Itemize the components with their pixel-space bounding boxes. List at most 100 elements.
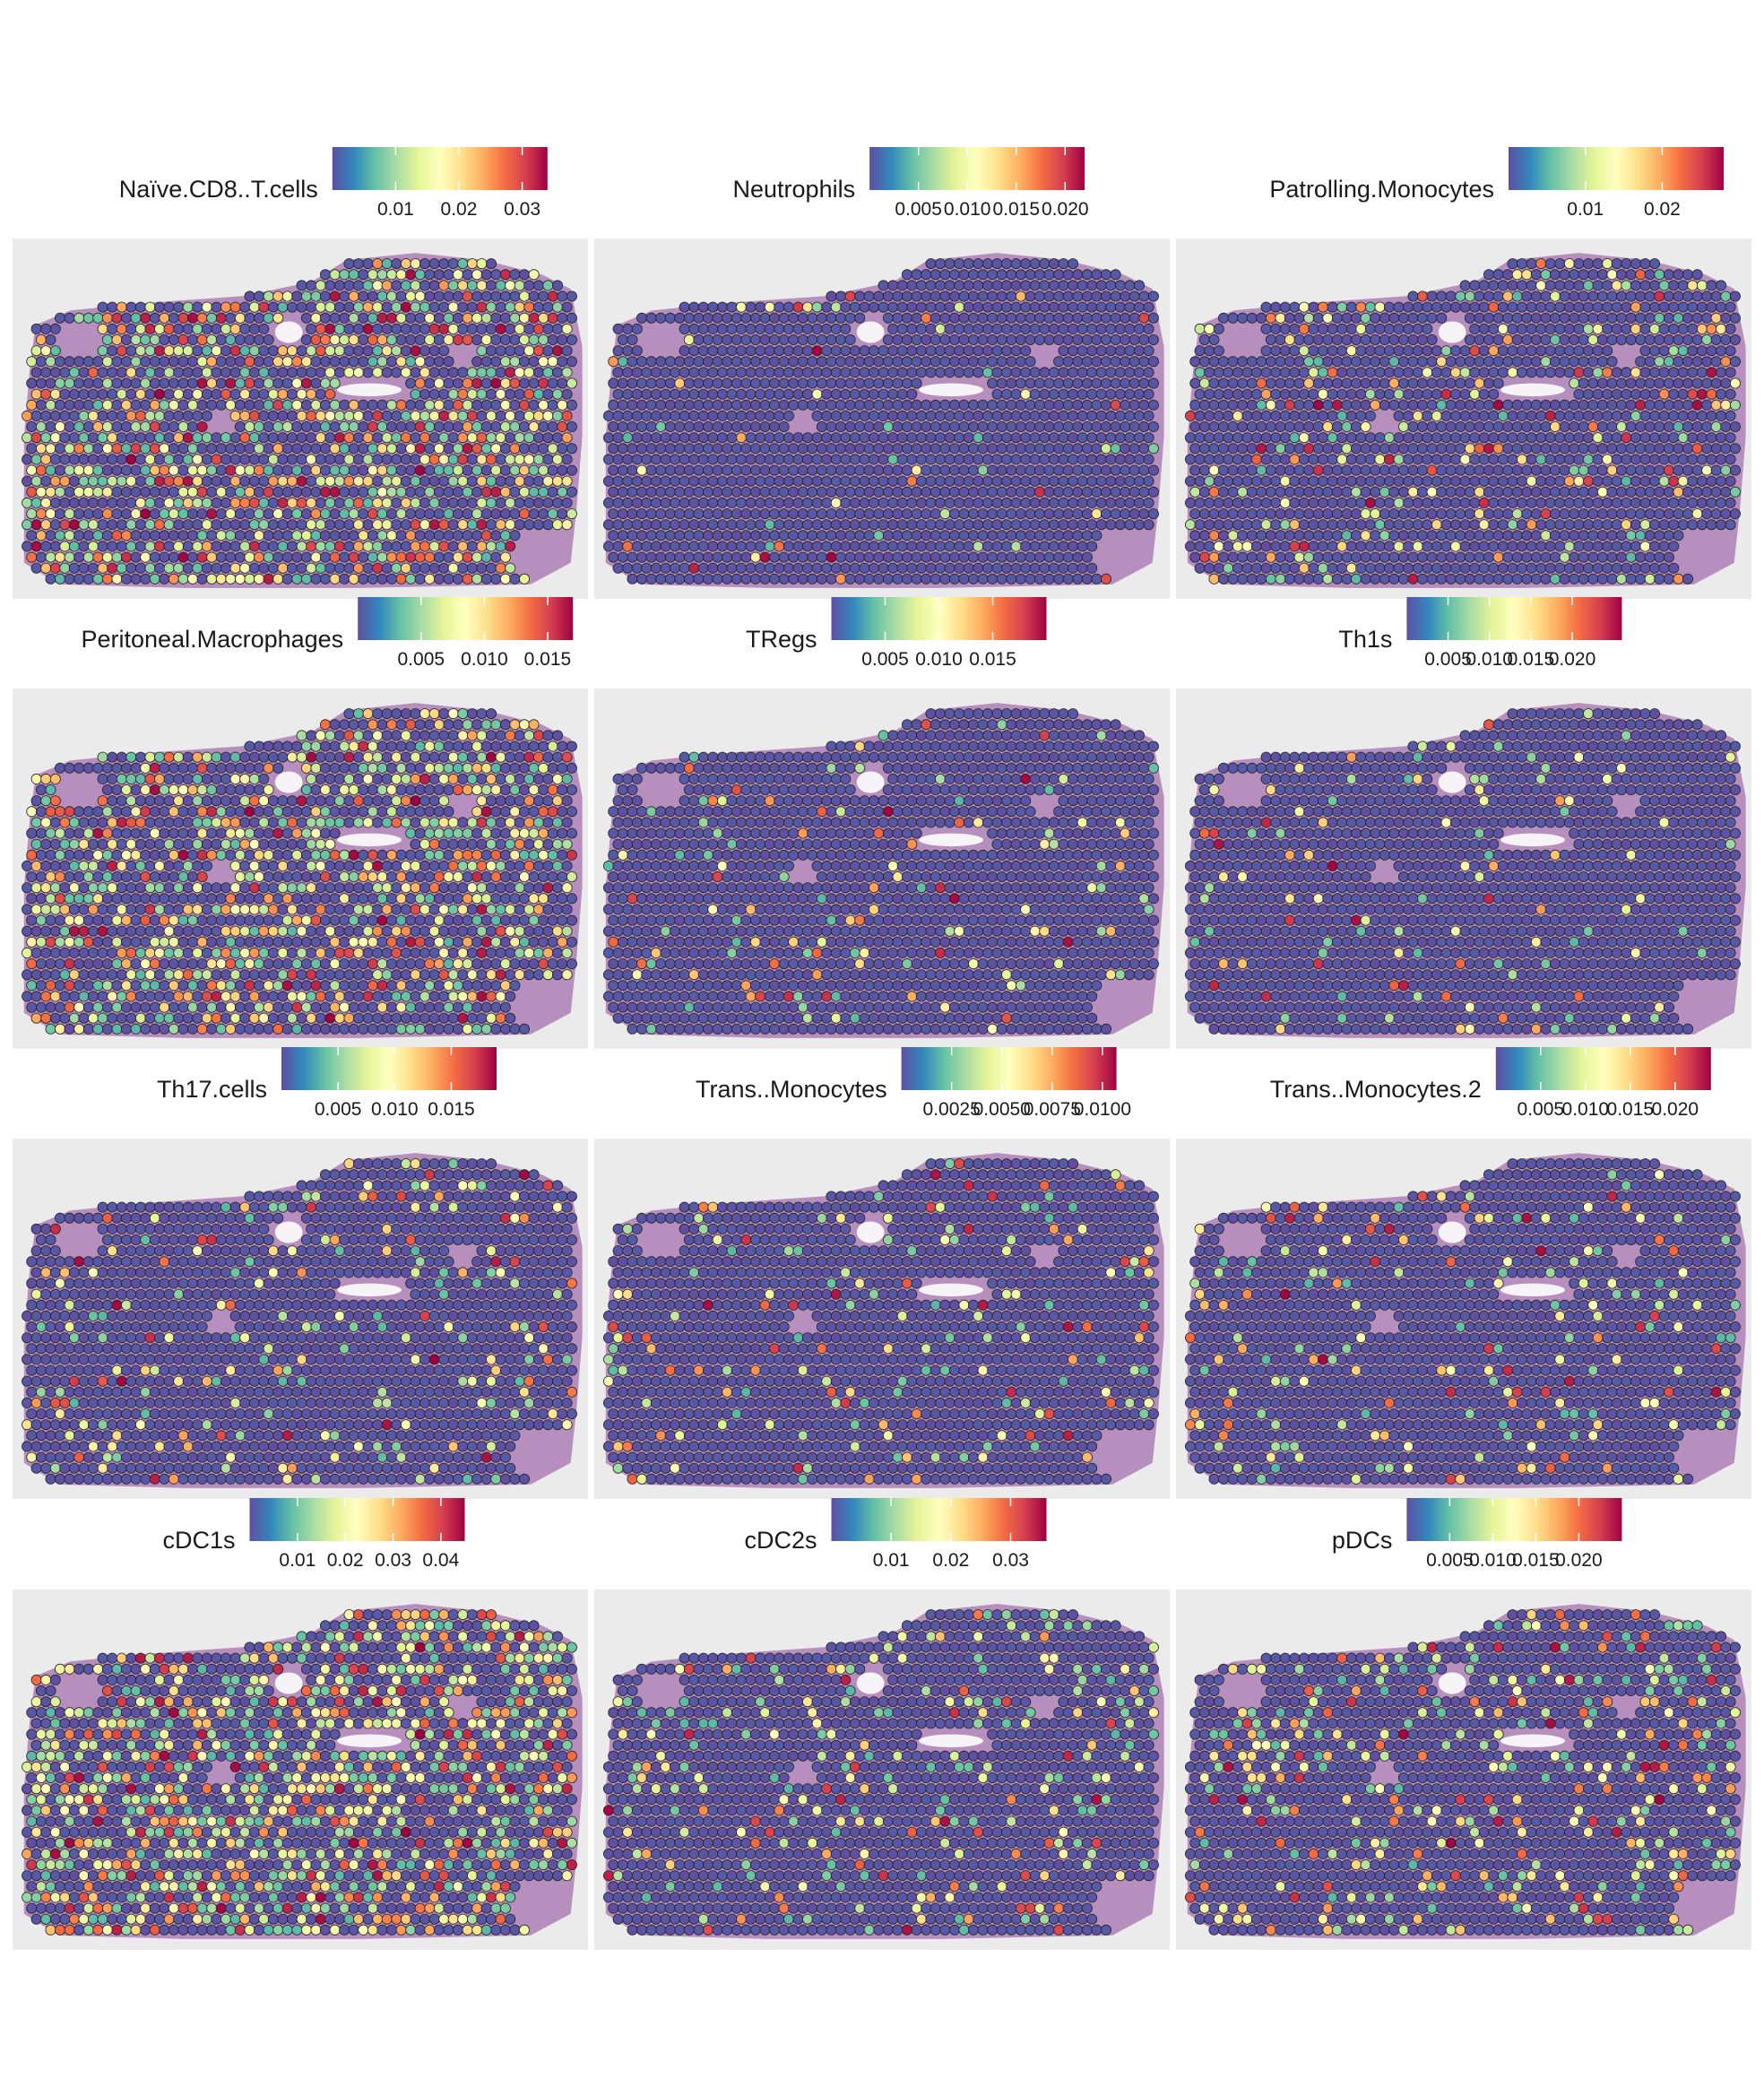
spot xyxy=(178,378,188,388)
spot xyxy=(108,346,117,356)
spot xyxy=(212,796,221,806)
spot xyxy=(406,357,416,367)
spot xyxy=(670,476,679,486)
spot xyxy=(1456,574,1466,584)
colorbar-tick-label: 0.01 xyxy=(1567,199,1604,220)
spot xyxy=(406,552,416,562)
spot xyxy=(1218,313,1228,323)
spot xyxy=(1209,400,1219,410)
spot xyxy=(1389,357,1399,367)
spot xyxy=(955,302,964,312)
spot xyxy=(448,731,458,741)
spot xyxy=(69,563,79,573)
spot xyxy=(1120,400,1130,410)
spot xyxy=(997,400,1007,410)
spot xyxy=(1489,389,1499,399)
spot xyxy=(36,444,46,454)
spot xyxy=(183,389,193,399)
spot xyxy=(145,455,155,464)
spot xyxy=(320,741,330,751)
spot xyxy=(1503,552,1513,562)
spot xyxy=(36,784,46,794)
spot xyxy=(1313,444,1323,454)
spot xyxy=(988,509,998,519)
spot xyxy=(145,346,155,356)
spot xyxy=(1034,334,1044,344)
spot xyxy=(1332,334,1342,344)
spot xyxy=(297,520,307,530)
spot xyxy=(1247,509,1257,519)
spot xyxy=(1389,400,1399,410)
spot xyxy=(415,509,425,519)
spot xyxy=(864,378,874,388)
spot xyxy=(429,476,439,486)
spot xyxy=(765,346,774,356)
spot xyxy=(992,346,1002,356)
spot xyxy=(566,334,576,344)
spot xyxy=(359,807,368,817)
spot xyxy=(108,324,117,333)
spot xyxy=(1361,465,1371,475)
spot xyxy=(1299,302,1309,312)
spot xyxy=(1446,465,1456,475)
spot xyxy=(1323,531,1333,541)
spot xyxy=(558,784,567,794)
spot xyxy=(292,807,302,817)
spot xyxy=(1692,270,1702,280)
spot xyxy=(656,313,666,323)
spot xyxy=(193,433,203,443)
spot xyxy=(1682,509,1692,519)
spot xyxy=(1597,270,1607,280)
spot xyxy=(112,378,122,388)
spot xyxy=(382,433,392,443)
spot xyxy=(1593,541,1603,551)
spot xyxy=(55,509,65,519)
spot xyxy=(1437,313,1447,323)
spot xyxy=(1327,368,1337,377)
spot xyxy=(1483,313,1493,323)
spot xyxy=(713,357,722,367)
spot xyxy=(1483,465,1493,475)
spot xyxy=(1564,563,1574,573)
spot xyxy=(320,421,330,431)
spot xyxy=(197,531,207,541)
spot xyxy=(1247,465,1257,475)
spot xyxy=(249,563,259,573)
spot xyxy=(1077,433,1087,443)
spot xyxy=(1597,291,1607,301)
spot xyxy=(1664,270,1673,280)
spot xyxy=(1327,389,1337,399)
spot xyxy=(112,763,122,773)
spot xyxy=(1545,368,1555,377)
spot xyxy=(1398,509,1408,519)
spot xyxy=(1603,346,1613,356)
spot xyxy=(273,807,283,817)
spot xyxy=(1498,520,1508,530)
spot xyxy=(93,531,103,541)
spot xyxy=(268,796,278,806)
spot xyxy=(193,563,203,573)
spot xyxy=(316,324,325,333)
spot xyxy=(1569,400,1579,410)
spot xyxy=(340,741,350,751)
spot xyxy=(850,520,860,530)
spot xyxy=(1688,389,1698,399)
spot xyxy=(935,563,945,573)
spot xyxy=(717,368,727,377)
spot xyxy=(566,378,576,388)
spot xyxy=(325,774,335,784)
spot xyxy=(183,455,193,464)
spot xyxy=(1431,411,1441,420)
spot xyxy=(916,346,926,356)
spot xyxy=(1517,259,1526,269)
spot xyxy=(893,400,903,410)
spot xyxy=(226,313,236,323)
spot xyxy=(453,291,463,301)
spot xyxy=(353,455,363,464)
spot xyxy=(736,455,746,464)
spot xyxy=(1337,302,1347,312)
spot xyxy=(1536,302,1546,312)
spot xyxy=(717,433,727,443)
spot xyxy=(1508,368,1518,377)
spot xyxy=(519,313,529,323)
